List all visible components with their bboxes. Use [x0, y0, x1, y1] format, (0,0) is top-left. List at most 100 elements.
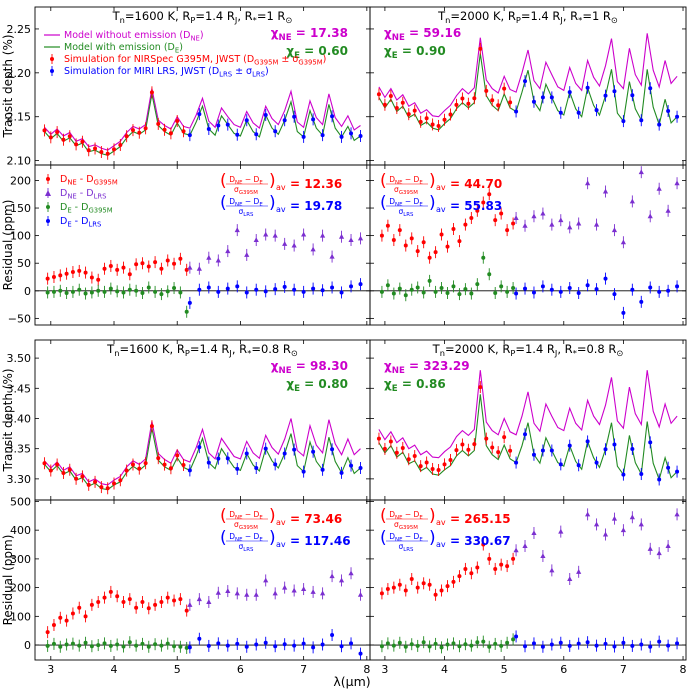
av-sub: av	[276, 205, 286, 214]
circle-marker	[339, 290, 344, 295]
transit-point-g395m	[162, 458, 167, 471]
transit-point-lrs	[585, 435, 590, 448]
transit-point-g395m	[484, 432, 489, 445]
circle-marker	[585, 640, 590, 645]
transit-point-g395m	[448, 453, 453, 466]
triangle-marker	[348, 237, 354, 243]
point-dne-g395m	[184, 604, 189, 617]
point-de-g395m	[457, 640, 462, 653]
av-sub: av	[436, 518, 446, 527]
point-de-g395m	[385, 279, 390, 292]
point-dne-lrs	[522, 539, 528, 552]
point-dne-g395m	[493, 562, 498, 575]
circle-marker	[397, 228, 402, 233]
triangle-marker	[549, 221, 555, 227]
transit-point-g395m	[460, 438, 465, 451]
triangle-marker	[348, 570, 354, 576]
transit-point-g395m	[175, 449, 180, 462]
point-dne-lrs	[187, 261, 193, 274]
point-dne-g395m	[178, 252, 183, 265]
transit-point-g395m	[86, 478, 91, 491]
transit-point-g395m	[496, 446, 501, 459]
point-dne-g395m	[165, 254, 170, 267]
circle-marker	[244, 451, 249, 456]
point-dne-lrs	[338, 574, 345, 587]
point-dne-lrs	[593, 218, 600, 231]
circle-marker	[475, 282, 480, 287]
triangle-marker	[329, 253, 335, 259]
transit-point-g395m	[382, 442, 387, 455]
triangle-marker	[513, 547, 519, 553]
circle-marker	[235, 284, 240, 289]
y-tick-label: 3.50	[7, 352, 32, 365]
circle-marker	[639, 472, 644, 477]
circle-marker	[292, 114, 297, 119]
point-de-lrs	[612, 640, 617, 653]
transit-point-lrs	[358, 130, 363, 143]
paren: )	[269, 506, 276, 526]
triangle-marker	[629, 514, 635, 520]
transit-point-g395m	[93, 142, 98, 155]
triangle-marker	[282, 584, 288, 590]
point-de-g395m	[487, 640, 492, 653]
circle-marker	[178, 256, 183, 261]
point-dne-g395m	[89, 598, 94, 611]
transit-point-lrs	[235, 128, 240, 141]
circle-marker	[124, 134, 129, 139]
circle-marker	[149, 90, 154, 95]
paren: )	[269, 193, 276, 213]
point-de-lrs	[585, 636, 590, 649]
point-de-lrs	[567, 639, 572, 652]
circle-marker	[273, 462, 278, 467]
circle-marker	[115, 642, 120, 647]
transit-point-lrs	[349, 127, 354, 140]
circle-marker	[58, 644, 63, 649]
circle-marker	[403, 243, 408, 248]
circle-marker	[102, 289, 107, 294]
circle-marker	[134, 643, 139, 648]
point-dne-lrs	[253, 234, 259, 247]
transit-point-g395m	[42, 457, 47, 470]
point-dne-g395m	[505, 560, 510, 573]
point-dne-g395m	[427, 578, 432, 591]
residual-value: = 73.46	[290, 512, 342, 526]
transit-point-g395m	[67, 463, 72, 476]
circle-marker	[442, 117, 447, 122]
circle-marker	[499, 211, 504, 216]
point-de-lrs	[254, 283, 259, 296]
transit-point-g395m	[181, 459, 186, 472]
circle-marker	[89, 602, 94, 607]
point-de-lrs	[349, 280, 354, 293]
transit-point-lrs	[621, 468, 626, 481]
circle-marker	[80, 474, 85, 479]
circle-marker	[463, 287, 468, 292]
point-de-lrs	[292, 639, 297, 652]
transit-point-lrs	[263, 442, 268, 455]
point-dne-g395m	[153, 598, 158, 611]
transit-point-lrs	[630, 89, 635, 102]
circle-marker	[181, 463, 186, 468]
point-de-lrs	[235, 637, 240, 650]
circle-marker	[55, 130, 60, 135]
circle-marker	[457, 239, 462, 244]
circle-marker	[648, 285, 653, 290]
chi2-ne-stat: χNE = 17.38	[271, 26, 348, 43]
circle-marker	[487, 556, 492, 561]
circle-marker	[409, 576, 414, 581]
circle-marker	[165, 641, 170, 646]
point-de-g395m	[134, 639, 139, 652]
circle-marker	[112, 481, 117, 486]
circle-marker	[502, 86, 507, 91]
circle-marker	[621, 310, 626, 315]
point-de-g395m	[121, 286, 126, 299]
triangle-marker	[225, 248, 231, 254]
circle-marker	[89, 290, 94, 295]
circle-marker	[225, 643, 230, 648]
transit-point-lrs	[263, 108, 268, 121]
point-de-g395m	[481, 635, 486, 648]
point-de-g395m	[146, 281, 151, 294]
circle-marker	[436, 467, 441, 472]
circle-marker	[445, 584, 450, 589]
triangle-marker	[611, 515, 618, 521]
transit-point-g395m	[388, 90, 393, 103]
